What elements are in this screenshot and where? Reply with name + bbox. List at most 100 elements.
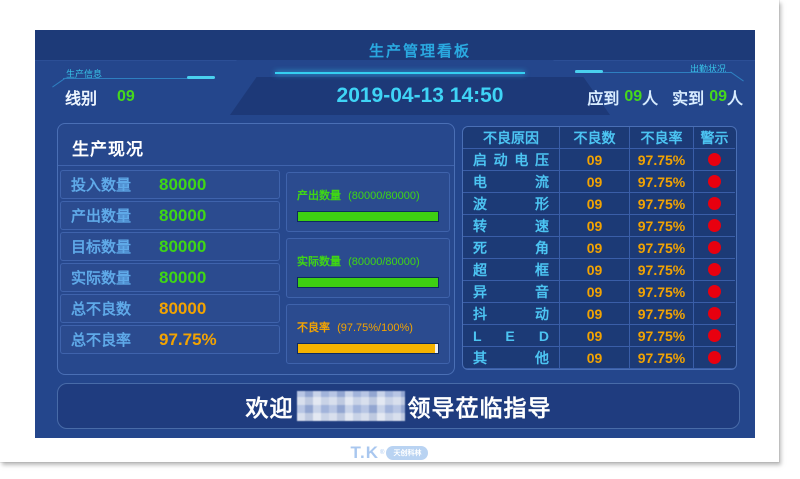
defect-rate: 97.75% (630, 303, 694, 325)
right-decoration-diagonal (730, 71, 744, 82)
alert-cell (694, 325, 735, 347)
date-plate-decoration (230, 77, 610, 115)
defect-count: 09 (560, 237, 630, 259)
alert-cell (694, 303, 735, 325)
alert-dot-icon (708, 153, 721, 166)
metric-label: 总不良率 (71, 332, 132, 349)
progress-track (297, 343, 439, 354)
alert-dot-icon (708, 241, 721, 254)
defect-rate: 97.75% (630, 193, 694, 215)
defect-rate: 97.75% (630, 281, 694, 303)
defect-reason: 转 速 (463, 215, 560, 237)
alert-dot-icon (708, 197, 721, 210)
welcome-prefix: 欢迎 (245, 395, 294, 421)
defect-reason: 抖 动 (463, 303, 560, 325)
metric-label: 总不良数 (71, 301, 132, 318)
logo-registered-mark: ® (380, 450, 385, 456)
progress-fill (298, 278, 438, 287)
progress-box: 不良率 (97.75%/100%) (286, 304, 450, 364)
alert-cell (694, 259, 735, 281)
alert-cell (694, 149, 735, 171)
metric-value: 80000 (159, 205, 207, 225)
defect-rate: 97.75% (630, 259, 694, 281)
left-decoration-line (63, 78, 213, 79)
production-info-section-label: 生产信息 (66, 69, 103, 79)
metric-value: 80000 (159, 298, 207, 318)
progress-label-row: 不良率 (97.75%/100%) (297, 319, 439, 335)
defect-rate: 97.75% (630, 347, 694, 369)
defect-reason: 电 流 (463, 171, 560, 193)
defect-count: 09 (560, 303, 630, 325)
progress-detail: (80000/80000) (348, 190, 420, 202)
progress-track (297, 277, 439, 288)
metric-row: 产出数量 80000 (60, 201, 280, 230)
kanban-dashboard: 生产管理看板 2019-04-13 14:50 生产信息 线别 09 出勤状况 … (35, 30, 755, 438)
alert-cell (694, 171, 735, 193)
defect-count: 09 (560, 259, 630, 281)
alert-dot-icon (708, 285, 721, 298)
alert-cell (694, 237, 735, 259)
progress-detail: (97.75%/100%) (337, 322, 413, 334)
expected-label: 应到 (587, 91, 620, 108)
alert-dot-icon (708, 307, 721, 320)
censored-name-mosaic (296, 391, 405, 421)
defect-col-header: 警示 (694, 127, 735, 149)
defect-table: 不良原因 不良数 不良率 警示 启动电压 09 97.75% 电 流 09 97… (462, 126, 737, 370)
expected-unit: 人 (642, 91, 659, 108)
production-progress-bars: 产出数量 (80000/80000) 实际数量 (80000/80000) (286, 172, 450, 370)
defect-count: 09 (560, 171, 630, 193)
right-decoration-dash (575, 70, 603, 73)
progress-label-row: 实际数量 (80000/80000) (297, 253, 439, 269)
title-underline-decoration (275, 72, 525, 74)
defect-rate: 97.75% (630, 215, 694, 237)
production-panel-divider (58, 165, 454, 166)
actual-unit: 人 (726, 91, 743, 108)
defect-rate: 97.75% (630, 149, 694, 171)
defect-count: 09 (560, 281, 630, 303)
production-panel-title: 生产现况 (72, 140, 144, 159)
logo-text: T.K (350, 443, 380, 462)
defect-count: 09 (560, 215, 630, 237)
metric-label: 实际数量 (71, 270, 132, 287)
progress-detail: (80000/80000) (348, 256, 420, 268)
alert-cell (694, 193, 735, 215)
metric-row: 总不良数 80000 (60, 294, 280, 323)
metric-value: 80000 (159, 236, 207, 256)
defect-rate: 97.75% (630, 325, 694, 347)
defect-reason: 启动电压 (463, 149, 560, 171)
defect-count: 09 (560, 347, 630, 369)
progress-box: 实际数量 (80000/80000) (286, 238, 450, 298)
alert-dot-icon (708, 263, 721, 276)
progress-label: 实际数量 (297, 256, 341, 268)
progress-track (297, 211, 439, 222)
header-outline (35, 60, 755, 61)
defect-col-header: 不良原因 (463, 127, 560, 149)
attendance-row: 应到 09 人 实到 09 人 (575, 85, 743, 109)
metric-row: 目标数量 80000 (60, 232, 280, 261)
alert-cell (694, 281, 735, 303)
datetime-display: 2019-04-13 14:50 (336, 84, 504, 107)
line-label: 线别 (65, 91, 98, 108)
metric-value: 97.75% (159, 329, 217, 349)
line-number-row: 线别 09 (65, 85, 135, 109)
defect-count: 09 (560, 149, 630, 171)
defect-reason: 异 音 (463, 281, 560, 303)
defect-col-header: 不良数 (560, 127, 630, 149)
alert-dot-icon (708, 329, 721, 342)
progress-fill (298, 344, 435, 353)
defect-count: 09 (560, 193, 630, 215)
page-title: 生产管理看板 (368, 43, 471, 60)
right-decoration-line (575, 72, 732, 73)
welcome-suffix: 领导莅临指导 (407, 395, 552, 421)
welcome-banner: 欢迎 领导莅临指导 (57, 383, 740, 429)
alert-dot-icon (708, 219, 721, 232)
left-decoration-dash (187, 76, 215, 79)
expected-value: 09 (624, 88, 643, 105)
metric-row: 投入数量 80000 (60, 170, 280, 199)
production-metric-rows: 投入数量 80000 产出数量 80000 目标数量 80000 实际数量 80… (60, 170, 280, 356)
progress-label: 不良率 (297, 322, 330, 334)
defect-rate: 97.75% (630, 171, 694, 193)
defect-reason: 死 角 (463, 237, 560, 259)
metric-row: 总不良率 97.75% (60, 325, 280, 354)
actual-value: 09 (709, 88, 727, 105)
